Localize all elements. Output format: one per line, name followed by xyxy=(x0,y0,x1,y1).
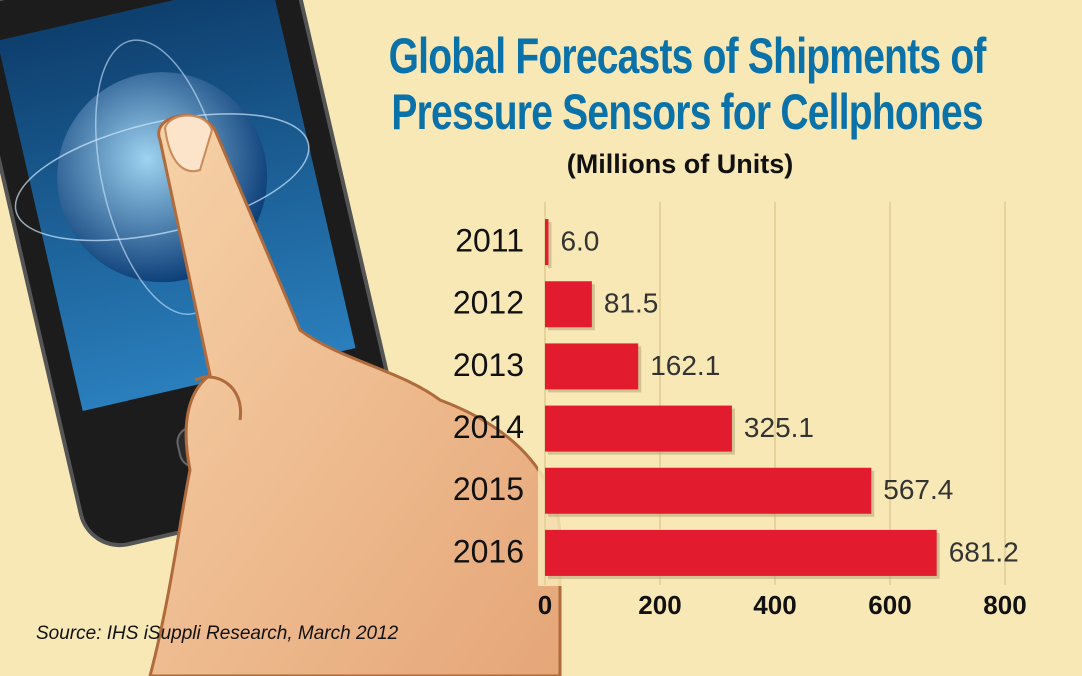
value-label: 6.0 xyxy=(560,225,599,256)
y-tick-label: 2012 xyxy=(453,285,524,321)
bar xyxy=(545,529,937,576)
value-label: 681.2 xyxy=(949,536,1019,567)
bar xyxy=(545,343,639,390)
x-tick-label: 600 xyxy=(868,590,911,620)
y-tick-label: 2014 xyxy=(453,409,524,445)
bar xyxy=(545,219,549,266)
y-tick-label: 2016 xyxy=(453,533,524,569)
y-tick-label: 2015 xyxy=(453,471,524,507)
bar-shadow xyxy=(548,222,552,269)
value-label: 162.1 xyxy=(650,350,720,381)
source: Source: IHS iSuppli Research, March 2012 xyxy=(36,623,399,644)
value-label: 567.4 xyxy=(883,474,953,505)
value-label: 325.1 xyxy=(744,412,814,443)
bar xyxy=(545,467,872,514)
bar xyxy=(545,281,592,328)
bar xyxy=(545,405,732,452)
subtitle: (Millions of Units) xyxy=(567,149,793,179)
y-tick-label: 2013 xyxy=(453,347,524,383)
x-tick-label: 200 xyxy=(638,590,681,620)
y-tick-label: 2011 xyxy=(455,223,524,259)
value-label: 81.5 xyxy=(604,288,659,319)
x-tick-label: 800 xyxy=(983,590,1026,620)
chart-title: Global Forecasts of Shipments of Pressur… xyxy=(388,28,987,140)
plot-area xyxy=(538,206,1058,586)
phone-illustration xyxy=(0,0,562,676)
x-tick-label: 400 xyxy=(753,590,796,620)
x-tick-label: 0 xyxy=(538,590,552,620)
